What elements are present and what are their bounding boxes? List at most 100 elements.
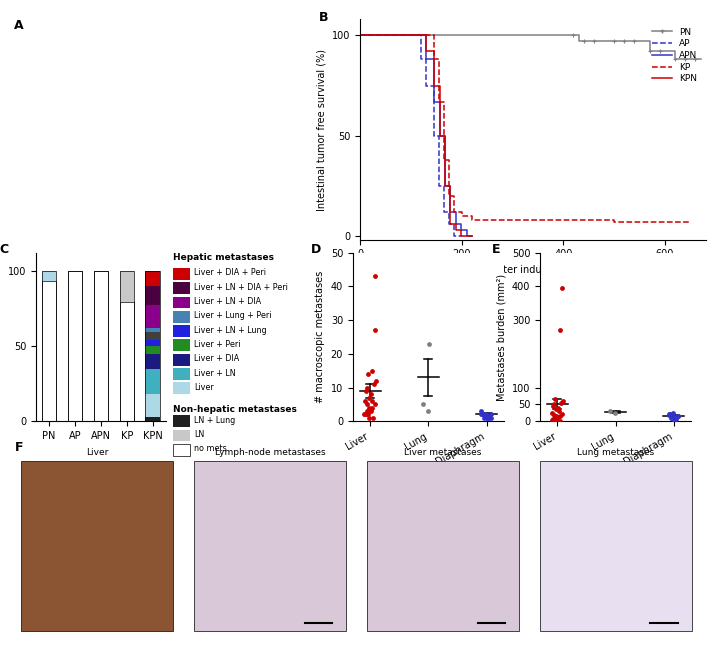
Bar [42, 271, 56, 281]
Point [485, 410, 497, 420]
Bar [94, 271, 108, 421]
Point [362, 410, 374, 420]
Point [669, 414, 680, 424]
Bar [42, 281, 56, 421]
Bar [173, 311, 190, 323]
Point [548, 413, 559, 424]
Text: Liver + Peri: Liver + Peri [194, 340, 241, 349]
Point [370, 376, 382, 386]
Text: Non-hepatic metastases: Non-hepatic metastases [173, 405, 297, 414]
Bar [173, 325, 190, 337]
Bar [173, 382, 190, 394]
Point [364, 402, 375, 413]
Point [366, 396, 378, 406]
Point [363, 406, 374, 416]
Point [360, 410, 372, 420]
Bar [68, 271, 82, 421]
Point [422, 406, 433, 416]
Point [604, 406, 616, 416]
Bar [145, 369, 160, 394]
Bar [120, 271, 134, 421]
Y-axis label: Intestinal tumor free survival (%): Intestinal tumor free survival (%) [316, 49, 326, 211]
Point [482, 413, 493, 423]
Point [361, 382, 372, 393]
Point [667, 408, 679, 419]
Point [366, 402, 378, 413]
Bar [94, 271, 108, 421]
Bar [145, 340, 160, 346]
Point [479, 413, 490, 423]
Text: Liver: Liver [194, 383, 214, 392]
Point [668, 412, 680, 422]
Point [483, 413, 495, 423]
Text: Liver: Liver [86, 448, 109, 457]
Text: Lymph-node metastases: Lymph-node metastases [215, 448, 325, 457]
Point [556, 410, 567, 420]
Point [551, 404, 562, 415]
Point [365, 389, 377, 399]
Bar [120, 271, 134, 303]
Bar [145, 417, 160, 421]
Bar [173, 297, 190, 308]
Point [549, 394, 561, 404]
Point [480, 410, 492, 420]
Point [550, 413, 562, 424]
Text: LN + Lung: LN + Lung [194, 416, 235, 425]
Point [664, 410, 675, 421]
Text: A: A [14, 19, 24, 32]
Point [477, 410, 488, 420]
Point [362, 369, 374, 379]
Point [364, 393, 375, 403]
Point [609, 408, 621, 418]
Point [485, 413, 497, 423]
Point [672, 411, 684, 421]
Point [551, 411, 562, 422]
Text: Liver + LN + DIA: Liver + LN + DIA [194, 297, 261, 306]
Bar [173, 268, 190, 280]
Point [547, 401, 559, 411]
Bar [173, 354, 190, 365]
Text: E: E [492, 242, 500, 255]
Point [369, 399, 380, 410]
Text: Liver metastases: Liver metastases [404, 448, 482, 457]
Text: D: D [310, 242, 320, 255]
Point [546, 408, 557, 418]
Y-axis label: Metastases burden (mm²): Metastases burden (mm²) [496, 273, 506, 400]
Point [670, 413, 682, 424]
Point [369, 325, 380, 336]
Bar [145, 305, 160, 328]
Point [554, 325, 565, 336]
Point [554, 415, 566, 426]
Bar [145, 346, 160, 354]
Text: Lung metastases: Lung metastases [577, 448, 654, 457]
Point [481, 413, 492, 423]
Legend: PN, AP, APN, KP, KPN: PN, AP, APN, KP, KPN [649, 24, 701, 87]
Bar [120, 303, 134, 421]
Point [366, 365, 378, 376]
Point [476, 410, 487, 420]
Text: no mets: no mets [194, 445, 227, 454]
Bar [173, 415, 190, 427]
Point [361, 399, 372, 410]
Point [548, 410, 559, 421]
Point [548, 399, 559, 410]
Text: Liver + LN: Liver + LN [194, 369, 236, 378]
Bar [173, 430, 190, 441]
Point [554, 406, 565, 416]
Point [369, 271, 380, 281]
Point [555, 397, 567, 408]
Point [665, 410, 676, 420]
Text: Liver + DIA: Liver + DIA [194, 354, 240, 364]
Point [663, 409, 675, 419]
Point [547, 414, 559, 424]
Bar [145, 286, 160, 305]
Bar [68, 271, 82, 421]
Point [417, 399, 428, 410]
Bar [42, 271, 56, 421]
Point [363, 406, 374, 416]
Point [359, 396, 370, 406]
Point [546, 415, 557, 425]
Text: Liver + LN + DIA + Peri: Liver + LN + DIA + Peri [194, 283, 288, 292]
X-axis label: Time after induction (days): Time after induction (days) [467, 265, 599, 275]
Y-axis label: % metastases: % metastases [0, 303, 2, 371]
